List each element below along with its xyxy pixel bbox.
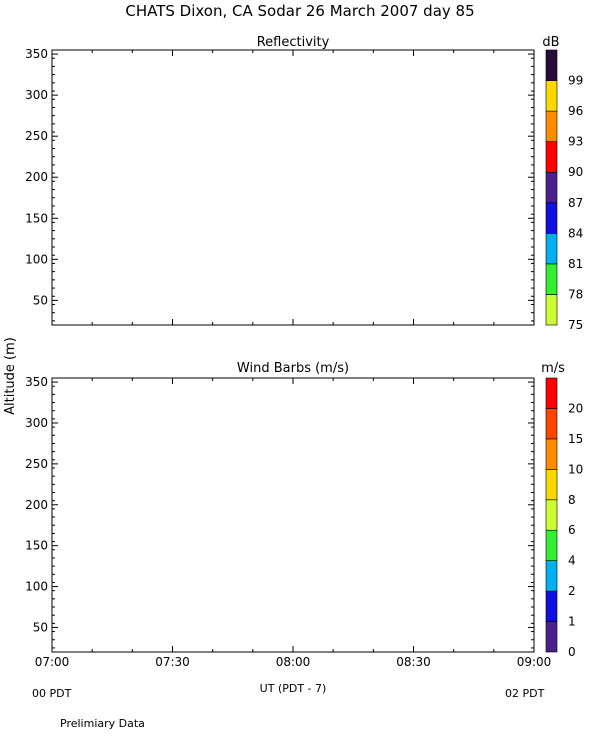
- refl-colorbar-swatch: [545, 80, 558, 112]
- figure-title: CHATS Dixon, CA Sodar 26 March 2007 day …: [125, 2, 474, 20]
- refl-colorbar-tick: 90: [568, 165, 583, 179]
- wind-colorbar-tick: 10: [568, 462, 583, 476]
- wind-xtick-label: 07:30: [155, 655, 190, 669]
- wind-ytick-label: 150: [25, 539, 48, 553]
- refl-colorbar-tick: 78: [568, 287, 583, 301]
- reflectivity-frame: [51, 49, 535, 326]
- refl-colorbar-tick: 96: [568, 104, 583, 118]
- wind-ytick-label: 200: [25, 498, 48, 512]
- wind-colorbar-swatch: [545, 529, 558, 561]
- wind-xtick-label: 07:00: [35, 655, 70, 669]
- refl-ytick-label: 50: [33, 293, 48, 307]
- wind-colorbar-label: m/s: [541, 361, 565, 376]
- wind-ytick-label: 100: [25, 580, 48, 594]
- altitude-axis-label: Altitude (m): [3, 337, 18, 415]
- wind-ytick-label: 250: [25, 457, 48, 471]
- wind-colorbar-tick: 4: [568, 554, 576, 568]
- wind-ytick-label: 300: [25, 416, 48, 430]
- wind-colorbar-swatch: [545, 590, 558, 622]
- pdt-end-label: 02 PDT: [505, 687, 545, 700]
- refl-ytick-label: 300: [25, 88, 48, 102]
- wind-frame: [51, 377, 535, 653]
- wind-colorbar-swatch: [545, 408, 558, 440]
- x-axis-label: UT (PDT - 7): [260, 682, 327, 695]
- refl-ytick-label: 200: [25, 170, 48, 184]
- refl-ytick-label: 350: [25, 47, 48, 61]
- refl-ytick-label: 150: [25, 211, 48, 225]
- wind-colorbar-swatch: [545, 377, 558, 409]
- refl-ytick-label: 250: [25, 129, 48, 143]
- refl-colorbar-swatch: [545, 202, 558, 234]
- wind-xtick-label: 08:00: [276, 655, 311, 669]
- refl-colorbar-swatch: [545, 263, 558, 295]
- wind-ytick-label: 50: [33, 620, 48, 634]
- refl-colorbar-swatch: [545, 233, 558, 265]
- wind-colorbar-swatch: [545, 469, 558, 501]
- refl-colorbar-swatch: [545, 141, 558, 173]
- wind-colorbar-tick: 1: [568, 615, 576, 629]
- wind-xtick-label: 08:30: [396, 655, 431, 669]
- wind-colorbar-swatch: [545, 499, 558, 531]
- refl-ytick-label: 100: [25, 252, 48, 266]
- wind-title: Wind Barbs (m/s): [237, 361, 349, 376]
- refl-colorbar-tick: 87: [568, 196, 583, 210]
- wind-ytick-label: 350: [25, 375, 48, 389]
- refl-colorbar-swatch: [545, 171, 558, 204]
- wind-colorbar-swatch: [545, 621, 558, 653]
- wind-colorbar-tick: 0: [568, 645, 576, 659]
- refl-colorbar-swatch: [545, 110, 558, 142]
- refl-colorbar-swatch: [545, 294, 558, 326]
- wind-colorbar-swatch: [545, 560, 558, 592]
- refl-colorbar-tick: 84: [568, 226, 583, 240]
- wind-colorbar-tick: 6: [568, 523, 576, 537]
- reflectivity-chart: Reflectivity 50 100 150 200 250 300 350 dB 75 7…: [25, 35, 583, 332]
- reflectivity-colorbar-label: dB: [542, 35, 559, 50]
- wind-colorbar-tick: 8: [568, 493, 576, 507]
- wind-colorbar-tick: 20: [568, 401, 583, 415]
- pdt-start-label: 00 PDT: [32, 687, 72, 700]
- refl-colorbar-tick: 99: [568, 74, 583, 88]
- preliminary-note: Prelimiary Data: [60, 717, 145, 730]
- refl-colorbar-swatch: [545, 49, 558, 81]
- refl-colorbar-tick: 75: [568, 318, 583, 332]
- wind-colorbar-swatch: [545, 438, 558, 470]
- wind-xtick-label: 09:00: [517, 655, 552, 669]
- reflectivity-title: Reflectivity: [257, 35, 330, 50]
- wind-colorbar-tick: 15: [568, 432, 583, 446]
- refl-colorbar-tick: 81: [568, 257, 583, 271]
- refl-colorbar-tick: 93: [568, 135, 583, 149]
- wind-colorbar-tick: 2: [568, 584, 576, 598]
